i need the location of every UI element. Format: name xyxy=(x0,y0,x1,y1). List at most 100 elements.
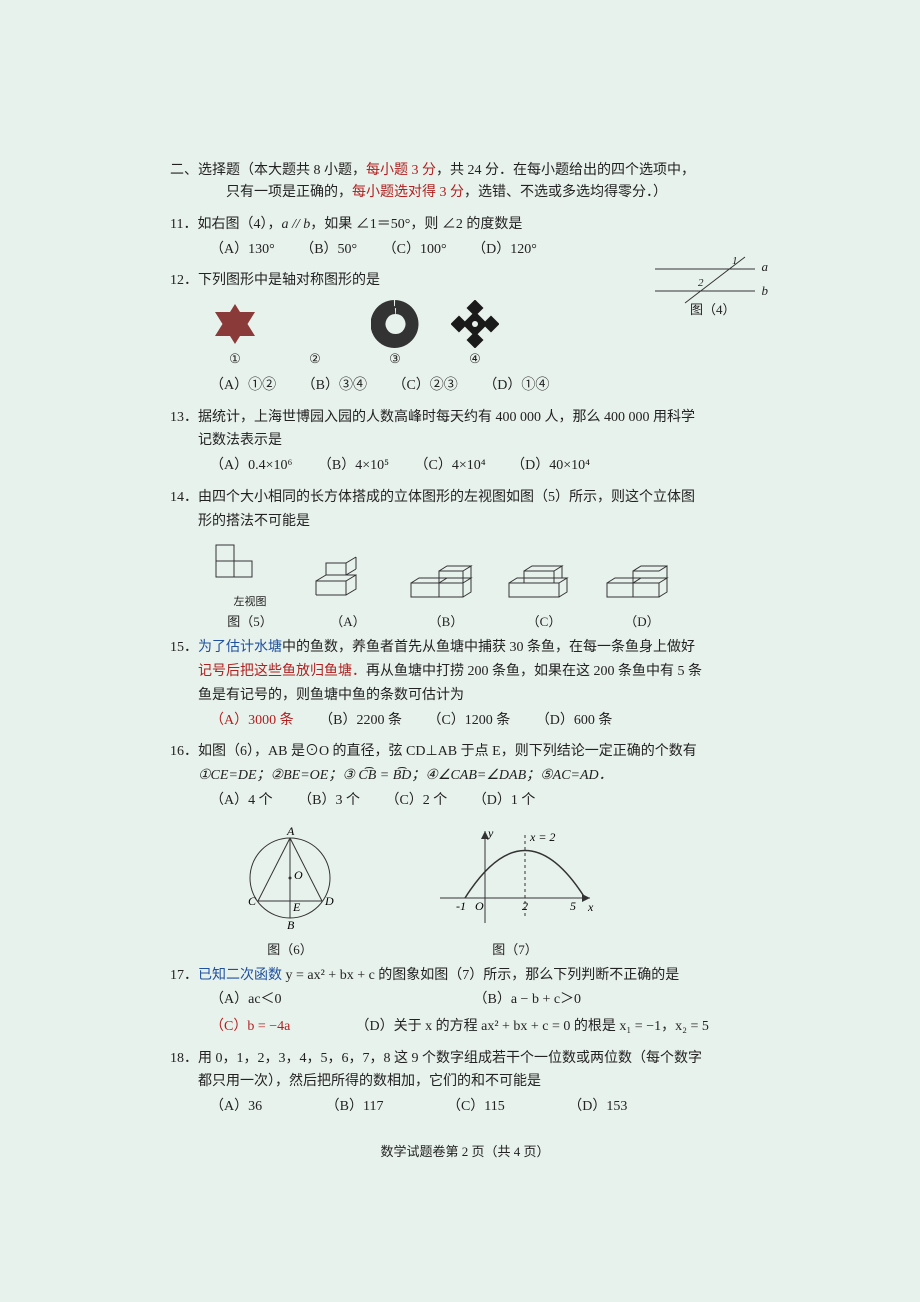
q15-stem2: 再从鱼塘中打捞 200 条鱼，如果在这 200 条鱼中有 5 条 xyxy=(366,664,702,679)
fig4-angle1: 1 xyxy=(732,255,738,267)
svg-text:2: 2 xyxy=(522,899,528,913)
q11-opt-d: （D）120° xyxy=(472,237,537,264)
q17-stem: y = ax² + bx + c 的图象如图（7）所示，那么下列判断不正确的是 xyxy=(282,968,679,983)
fig4-label: 图（4） xyxy=(690,299,736,318)
q15-opt-a: （A）3000 条 xyxy=(210,708,294,735)
q16-opt-b: （B）3 个 xyxy=(298,788,360,815)
question-15: 15．为了估计水塘中的鱼数，养鱼者首先从鱼塘中捕获 30 条鱼，在每一条鱼身上做… xyxy=(170,636,760,734)
q15-opt-d: （D）600 条 xyxy=(536,708,613,735)
q17-num: 17． xyxy=(170,968,198,983)
svg-text:A: A xyxy=(286,824,295,838)
section-title-part: ，选错、不选或多选均得零分．） xyxy=(464,185,667,200)
q12-opt-b: （B）③④ xyxy=(302,373,367,400)
q15-blue: 为了估计水塘 xyxy=(198,640,282,655)
cube-b-icon xyxy=(406,555,486,605)
section-title-part: ，共 24 分．在每小题给出的四个选项中， xyxy=(436,163,695,178)
q16-opt-a: （A）4 个 xyxy=(210,788,273,815)
question-11: 11．如右图（4），a // b，如果 ∠1＝50°，则 ∠2 的度数是 （A）… xyxy=(170,213,760,263)
q13-stem: 13．据统计，上海世博园入园的人数高峰时每天约有 400 000 人，那么 40… xyxy=(170,406,760,430)
section-title-part: 二、选择题（本大题共 8 小题， xyxy=(170,163,366,178)
svg-text:O: O xyxy=(475,899,484,913)
fig4-angle2: 2 xyxy=(698,277,704,289)
q12-opt-d: （D）①④ xyxy=(483,373,549,400)
figure-6: A B C D E O 图（6） xyxy=(230,823,350,958)
exam-page: 二、选择题（本大题共 8 小题，每小题 3 分，共 24 分．在每小题给出的四个… xyxy=(170,160,760,1160)
question-17: 17．已知二次函数 y = ax² + bx + c 的图象如图（7）所示，那么… xyxy=(170,964,760,1041)
q18-stem2: 都只用一次），然后把所得的数相加，它们的和不可能是 xyxy=(170,1070,760,1094)
section-title-part: 只有一项是正确的， xyxy=(226,185,352,200)
q14-opt-c: （C） xyxy=(504,611,584,630)
fig5-label: 图（5） xyxy=(210,611,290,630)
q13-opt-a: （A）0.4×10⁶ xyxy=(210,453,292,480)
q14-opt-d: （D） xyxy=(602,611,682,630)
q11-opt-a: （A）130° xyxy=(210,237,275,264)
q13-stem2: 记数法表示是 xyxy=(170,429,760,453)
fig4-a: a xyxy=(762,259,769,275)
svg-text:5: 5 xyxy=(570,899,576,913)
q16-opt-c: （C）2 个 xyxy=(385,788,447,815)
q14-stem: 14．由四个大小相同的长方体搭成的立体图形的左视图如图（5）所示，则这个立体图 xyxy=(170,486,760,510)
q11-opt-c: （C）100° xyxy=(383,237,447,264)
fig6-label: 图（6） xyxy=(230,939,350,958)
question-13: 13．据统计，上海世博园入园的人数高峰时每天约有 400 000 人，那么 40… xyxy=(170,406,760,480)
figure-7: y x O -1 2 5 x = 2 图（7） xyxy=(430,823,600,958)
svg-text:B: B xyxy=(287,918,295,932)
svg-text:x = 2: x = 2 xyxy=(529,830,555,844)
shape-star xyxy=(210,299,260,349)
section-title-red: 每小题选对得 3 分 xyxy=(352,185,464,200)
shape-num-2: ② xyxy=(290,351,340,367)
shape-num-4: ④ xyxy=(450,351,500,367)
cube-a-icon xyxy=(308,555,388,605)
question-18: 18．用 0，1，2，3，4，5，6，7，8 这 9 个数字组成若干个一位数或两… xyxy=(170,1047,760,1121)
q11-stem: 11．如右图（4）， xyxy=(170,217,281,232)
q17-opt-d: （D）关于 x 的方程 ax² + bx + c = 0 的根是 x₁ = −1… xyxy=(356,1014,709,1041)
q16-cond: ①CE=DE；②BE=OE；③ C͡B = B͡D；④∠CAB=∠DAB；⑤AC… xyxy=(170,764,760,788)
svg-text:-1: -1 xyxy=(456,899,466,913)
q14-opt-b: （B） xyxy=(406,611,486,630)
figure-4-svg xyxy=(650,255,770,305)
section-header: 二、选择题（本大题共 8 小题，每小题 3 分，共 24 分．在每小题给出的四个… xyxy=(170,160,760,205)
q14-stem2: 形的搭法不可能是 xyxy=(170,510,760,534)
q17-opt-b: （B）a − b + c＞0 xyxy=(474,987,582,1014)
q16-figures: A B C D E O 图（6） y x xyxy=(170,823,760,958)
q11-opt-b: （B）50° xyxy=(300,237,357,264)
q18-opt-c: （C）115 xyxy=(447,1094,505,1121)
shape-spiral xyxy=(370,299,420,349)
svg-text:x: x xyxy=(587,900,594,914)
question-14: 14．由四个大小相同的长方体搭成的立体图形的左视图如图（5）所示，则这个立体图 … xyxy=(170,486,760,631)
svg-text:E: E xyxy=(292,900,301,914)
q15-num: 15． xyxy=(170,640,198,655)
q16-opt-d: （D）1 个 xyxy=(473,788,536,815)
cube-c-icon xyxy=(504,555,584,605)
q11-stem: ，如果 ∠1＝50°，则 ∠2 的度数是 xyxy=(310,217,522,232)
q18-opt-b: （B）117 xyxy=(326,1094,384,1121)
q15-red: 记号后把这些鱼放归鱼塘． xyxy=(198,664,366,679)
left-view-icon xyxy=(210,539,290,589)
q13-opt-d: （D）40×10⁴ xyxy=(511,453,590,480)
svg-text:O: O xyxy=(294,868,303,882)
svg-text:y: y xyxy=(487,826,494,840)
q15-opt-c: （C）1200 条 xyxy=(427,708,510,735)
q15-opt-b: （B）2200 条 xyxy=(319,708,402,735)
q15-stem: 中的鱼数，养鱼者首先从鱼塘中捕获 30 条鱼，在每一条鱼身上做好 xyxy=(282,640,695,655)
q12-opt-c: （C）②③ xyxy=(392,373,457,400)
q17-blue: 已知二次函数 xyxy=(198,968,282,983)
q14-opt-a: （A） xyxy=(308,611,388,630)
section-title-red: 每小题 3 分 xyxy=(366,163,436,178)
left-view-label: 左视图 xyxy=(210,593,290,609)
q11-stem-ital: a // b xyxy=(281,217,310,232)
q15-stem3: 鱼是有记号的，则鱼塘中鱼的条数可估计为 xyxy=(170,684,760,708)
q16-stem: 16．如图（6），AB 是⊙O 的直径，弦 CD⊥AB 于点 E，则下列结论一定… xyxy=(170,740,760,764)
fig7-label: 图（7） xyxy=(430,939,600,958)
q13-opt-c: （C）4×10⁴ xyxy=(415,453,486,480)
shape-num-1: ① xyxy=(210,351,260,367)
svg-text:D: D xyxy=(324,894,334,908)
q18-opt-a: （A）36 xyxy=(210,1094,262,1121)
q17-opt-a: （A）ac＜0 xyxy=(210,987,470,1014)
fig4-b: b xyxy=(762,283,769,299)
q18-opt-d: （D）153 xyxy=(568,1094,627,1121)
q12-opt-a: （A）①② xyxy=(210,373,276,400)
figure-4: a b 1 2 图（4） xyxy=(650,255,770,310)
page-footer: 数学试题卷第 2 页（共 4 页） xyxy=(170,1141,760,1160)
q18-stem: 18．用 0，1，2，3，4，5，6，7，8 这 9 个数字组成若干个一位数或两… xyxy=(170,1047,760,1071)
